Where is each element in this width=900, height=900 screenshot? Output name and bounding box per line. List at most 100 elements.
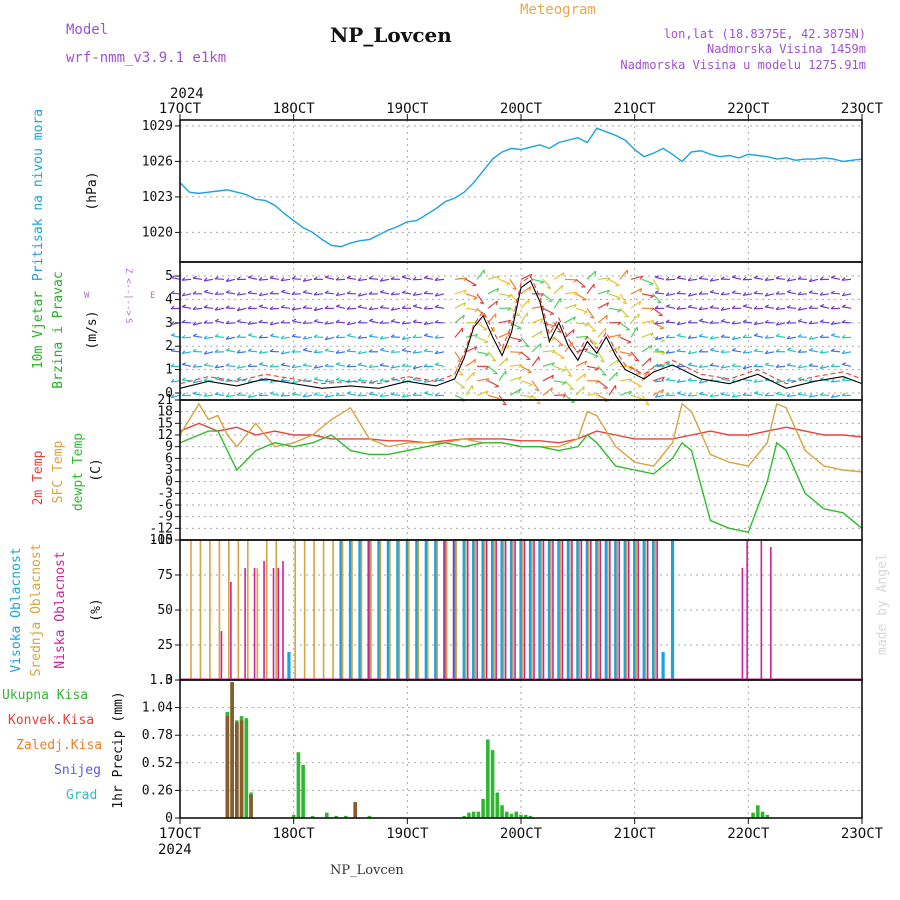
wind-arrow-head <box>390 318 395 322</box>
wind-arrow <box>575 360 588 367</box>
wind-arrow-head <box>649 283 654 286</box>
wind-arrow <box>454 314 465 324</box>
cloud-bar-mid <box>559 540 562 680</box>
cloud-bar-mid <box>606 540 609 680</box>
wind-arrow <box>336 351 346 354</box>
wind-arrow-head <box>676 290 681 294</box>
wind-arrow-head <box>192 348 197 352</box>
wind-arrow <box>303 394 313 398</box>
wind-arrow <box>575 293 587 301</box>
wind-arrow <box>586 336 598 345</box>
y-tick-label: -12 <box>150 521 173 536</box>
cloud-bar-mid <box>597 540 600 680</box>
wind-arrow <box>797 336 808 338</box>
wind-arrow <box>413 365 423 370</box>
wind-arrow-head <box>518 376 522 381</box>
wind-arrow-head <box>591 330 596 332</box>
wind-arrow-head <box>434 319 439 323</box>
wind-arrow-head <box>459 373 464 376</box>
wind-arrow-head <box>687 277 692 281</box>
top-time-ticks: 17OCT 18OCT 19OCT 20OCT 21OCT 22OCT 23OCT <box>159 101 884 120</box>
wind-arrow <box>819 321 830 324</box>
wind-arrow <box>302 322 313 325</box>
wind-arrow <box>819 351 830 354</box>
precip-bar-total <box>486 739 490 818</box>
wind-arrow-head <box>346 391 352 394</box>
wind-arrow <box>520 273 533 280</box>
cloud-bar-low <box>608 540 611 680</box>
wind-arrow-head <box>753 321 758 325</box>
wind-arrow-head <box>573 291 578 296</box>
wind-arrow-head <box>786 277 791 282</box>
wind-arrow <box>665 278 676 281</box>
wind-arrow <box>553 380 566 384</box>
wind-arrow <box>413 305 423 309</box>
wind-arrow-head <box>346 305 351 310</box>
cloud-bar-low <box>637 540 640 680</box>
cloud-bar-high <box>614 540 618 680</box>
wind-arrow-head <box>291 379 296 384</box>
wind-arrow-head <box>434 277 439 281</box>
wind-arrow <box>710 394 720 398</box>
wind-arrow-head <box>654 290 659 294</box>
wind-arrow <box>575 278 586 288</box>
wind-arrow-head <box>698 348 703 353</box>
top-tick-label: 22OCT <box>727 101 770 117</box>
wind-arrow <box>423 350 434 353</box>
top-tick-label: 17OCT <box>159 101 202 117</box>
wind-arrow-head <box>797 306 802 311</box>
cloud-bar-mid <box>379 540 382 680</box>
cloud-bar-mid <box>228 540 230 680</box>
wind-arrow-head <box>665 304 671 307</box>
wind-arrow <box>424 334 434 338</box>
y-tick-label: 1026 <box>142 154 173 169</box>
wind-arrow-head <box>368 275 373 280</box>
wind-arrow <box>564 394 576 403</box>
wind-arrow-head <box>562 272 565 277</box>
wind-arrow-head <box>401 348 406 351</box>
wind-arrow-head <box>280 392 285 397</box>
wind-arrow <box>226 394 236 398</box>
wind-arrow-head <box>649 357 652 363</box>
precip-bar-total <box>490 750 495 818</box>
wind-arrow-head <box>638 300 642 306</box>
wind-arrow-head <box>626 341 632 344</box>
wind-arrow-head <box>423 321 428 325</box>
wind-arrow-head <box>512 287 517 291</box>
cloud-bar-mid <box>625 540 628 680</box>
wind-arrow-head <box>236 376 241 380</box>
wind-arrow <box>619 322 631 331</box>
wind-arrow-head <box>536 402 541 405</box>
wind-arrow-head <box>379 347 385 351</box>
wind-arrow <box>292 380 302 384</box>
wind-arrow <box>487 275 500 280</box>
wind-arrow <box>699 320 709 324</box>
wind-arrow-head <box>170 363 175 367</box>
wind-arrow <box>314 320 324 324</box>
pressure-unit: (hPa) <box>85 171 100 210</box>
wind-arrow <box>476 269 485 280</box>
cloud-bar-mid <box>464 540 467 680</box>
wind-arrow <box>677 277 687 280</box>
wind-arrow-head <box>192 321 197 326</box>
wind-arrow <box>509 376 522 382</box>
cloud-bar-mid <box>389 540 391 680</box>
wind-arrow-head <box>462 314 465 320</box>
wind-arrow <box>655 349 665 353</box>
wind-arrow-head <box>534 388 540 392</box>
wind-arrow-head <box>665 334 670 339</box>
wind-arrow-head <box>665 292 670 296</box>
wind-arrow <box>641 278 654 285</box>
wind-arrow-head <box>401 290 406 294</box>
wind-arrow-head <box>496 288 500 293</box>
wind-arrow <box>743 378 753 382</box>
wind-arrow <box>171 277 181 280</box>
wind-arrow-head <box>434 350 439 355</box>
wind-arrow-head <box>830 321 835 325</box>
wind-arrow-head <box>567 374 572 377</box>
top-tick-label: 23OCT <box>841 101 884 117</box>
wind-arrow <box>181 278 192 281</box>
wind-arrow <box>314 307 324 312</box>
wind-arrow-head <box>687 319 692 324</box>
wind-arrow-head <box>181 377 186 381</box>
